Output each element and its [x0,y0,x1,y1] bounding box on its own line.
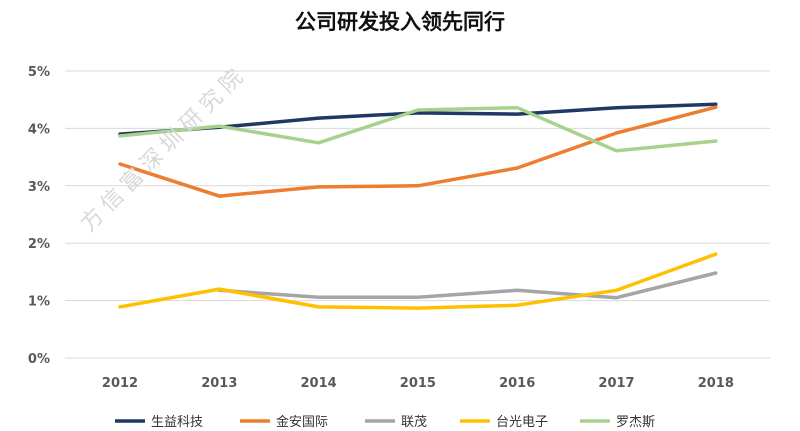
y-tick-label: 3% [28,180,50,195]
series-line-2 [118,105,718,198]
series-line-4 [118,252,718,310]
y-tick-label: 2% [28,237,50,252]
y-tick-label: 4% [28,122,50,137]
legend-label: 生益科技 [151,415,203,430]
x-tick-label: 2018 [698,376,734,391]
y-tick-label: 1% [28,295,50,310]
y-tick-label: 5% [28,65,50,80]
legend-label: 金安国际 [276,414,328,430]
chart-title: 公司研发投入领先同行 [295,10,505,34]
x-tick-label: 2017 [598,376,634,391]
x-tick-label: 2014 [301,376,337,391]
x-tick-label: 2016 [499,376,535,391]
series-line-3 [217,271,718,300]
x-tick-label: 2012 [102,376,138,391]
legend-label: 联茂 [401,415,427,430]
series-line-5 [118,105,718,153]
legend-label: 罗杰斯 [616,415,655,430]
y-tick-label: 0% [28,352,50,367]
x-tick-label: 2015 [400,376,436,391]
x-tick-label: 2013 [201,376,237,391]
legend-label: 台光电子 [496,415,548,430]
